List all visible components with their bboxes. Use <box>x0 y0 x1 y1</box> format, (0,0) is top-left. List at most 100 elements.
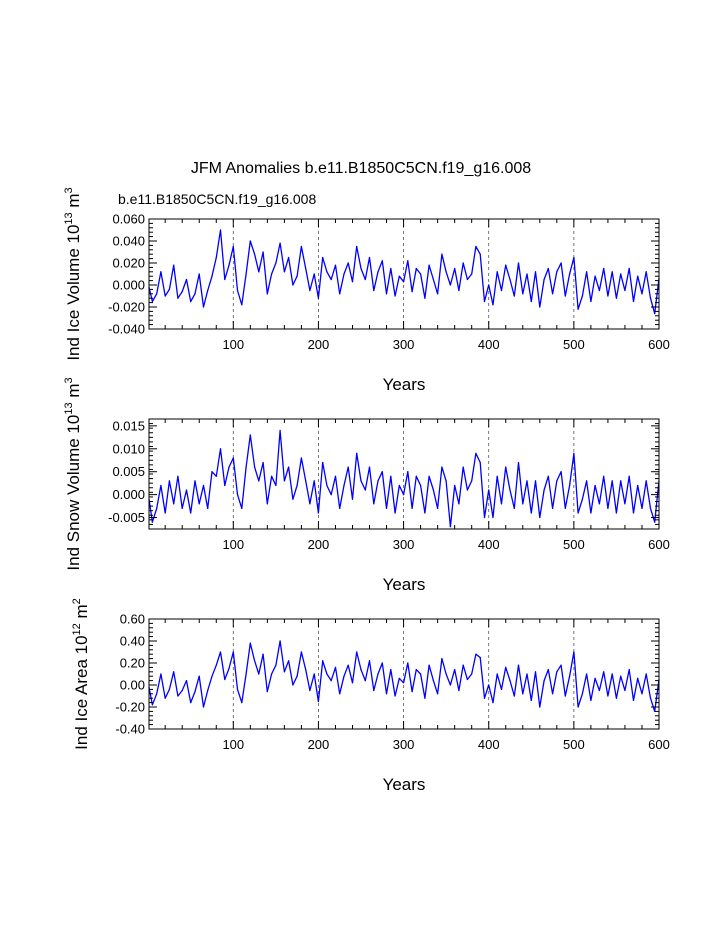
data-point <box>275 664 277 666</box>
data-point <box>522 693 524 695</box>
y-axis-label-unit: m <box>72 604 91 623</box>
data-point <box>449 684 452 686</box>
data-point <box>645 480 647 482</box>
data-point <box>288 660 290 662</box>
data-point <box>628 475 630 477</box>
data-point <box>471 273 473 275</box>
data-point <box>279 640 281 642</box>
data-point <box>534 271 537 273</box>
data-point <box>539 516 541 519</box>
data-point <box>215 664 217 666</box>
data-point <box>530 300 532 303</box>
data-point <box>185 489 188 491</box>
data-point <box>381 662 383 664</box>
data-point <box>432 680 434 682</box>
data-point <box>475 245 477 248</box>
data-point <box>637 677 639 680</box>
data-point <box>496 271 498 273</box>
data-point <box>258 673 260 675</box>
data-point <box>271 475 273 477</box>
data-point <box>373 689 375 692</box>
data-point <box>262 461 264 464</box>
x-tick-label: 100 <box>222 537 244 552</box>
data-point <box>607 295 609 297</box>
data-point <box>185 278 188 281</box>
data-point <box>313 480 315 482</box>
data-point <box>637 484 639 487</box>
y-tick-label: 0.010 <box>112 441 145 456</box>
data-point <box>428 664 430 666</box>
data-point <box>322 256 324 259</box>
data-point <box>339 693 341 695</box>
data-point <box>620 273 622 275</box>
data-point <box>330 494 332 496</box>
data-point <box>258 480 260 482</box>
data-point <box>236 688 239 691</box>
data-point <box>168 288 171 290</box>
data-point <box>394 695 396 697</box>
data-point <box>534 671 537 673</box>
data-point <box>164 512 166 514</box>
figure-title: JFM Anomalies b.e11.B1850C5CN.f19_g16.00… <box>191 160 531 177</box>
data-point <box>424 297 426 299</box>
data-point <box>364 278 366 281</box>
data-point <box>283 480 285 482</box>
data-point <box>219 651 222 653</box>
data-point <box>598 503 601 505</box>
data-point <box>539 306 541 308</box>
data-point <box>645 271 647 273</box>
y-axis-label-unit-exponent: 2 <box>71 598 83 604</box>
data-point <box>615 512 618 514</box>
data-point <box>390 669 392 671</box>
data-point <box>569 484 571 487</box>
data-point <box>330 680 332 682</box>
data-point <box>339 507 341 509</box>
data-point <box>611 673 613 675</box>
data-point <box>360 669 362 671</box>
x-axis-label: Years <box>383 575 426 594</box>
data-point <box>288 256 290 259</box>
data-point <box>211 275 213 277</box>
data-point <box>385 293 388 295</box>
data-point <box>232 245 234 248</box>
data-point <box>458 503 460 505</box>
data-point <box>224 278 226 281</box>
panel-2: 100 200 300 400 500 600 -0.005 0.000 0.005 0.010 0… <box>63 377 670 594</box>
data-point <box>577 706 579 708</box>
data-point <box>411 507 413 509</box>
data-point <box>194 293 196 295</box>
data-point <box>164 697 166 699</box>
data-point <box>194 691 196 693</box>
y-axis-label-exponent: 13 <box>63 212 75 224</box>
y-axis-label-unit: m <box>64 193 83 212</box>
data-point <box>253 660 256 662</box>
x-tick-label: 500 <box>563 737 585 752</box>
y-axis-label-exponent: 12 <box>71 623 83 635</box>
data-point <box>211 675 213 677</box>
data-point <box>577 308 579 310</box>
data-point <box>415 475 417 477</box>
data-point <box>356 245 358 248</box>
data-point <box>377 673 379 675</box>
y-axis-label-unit: m <box>64 384 83 403</box>
data-point <box>415 669 417 671</box>
data-point <box>402 281 405 283</box>
x-axis-label: Years <box>383 775 426 794</box>
data-point <box>471 480 473 482</box>
data-point <box>343 484 345 487</box>
data-point <box>168 480 171 482</box>
data-point <box>168 688 171 691</box>
data-point <box>151 704 154 706</box>
data-point <box>564 295 566 297</box>
x-tick-label: 300 <box>393 537 415 552</box>
data-point <box>202 306 205 308</box>
y-tick-label: 0.020 <box>112 256 145 271</box>
panel-3: 100 200 300 400 500 600 -0.40 -0.20 0.00 0.20 0.40… <box>71 598 670 794</box>
data-point <box>356 452 358 454</box>
data-point <box>641 693 643 695</box>
data-point <box>296 275 298 277</box>
data-point <box>398 484 400 487</box>
data-point <box>513 695 515 697</box>
data-point <box>539 706 541 708</box>
data-point <box>266 503 268 505</box>
